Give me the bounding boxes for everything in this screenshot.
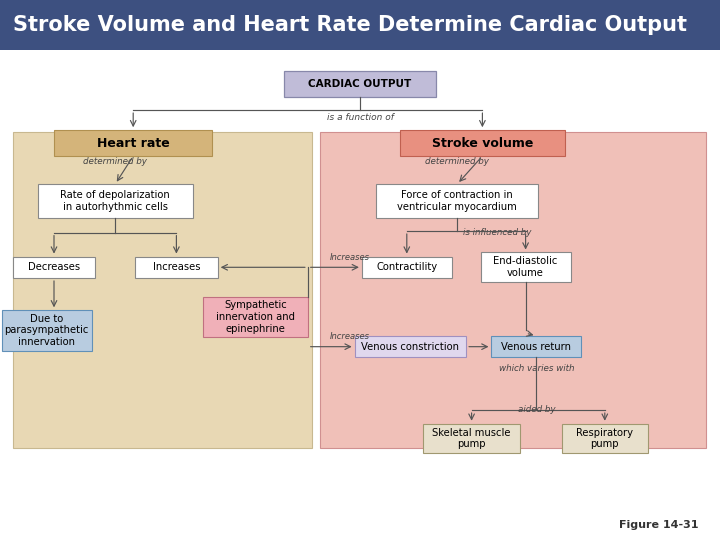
Text: Stroke Volume and Heart Rate Determine Cardiac Output: Stroke Volume and Heart Rate Determine C… bbox=[13, 15, 687, 35]
Text: CARDIAC OUTPUT: CARDIAC OUTPUT bbox=[308, 79, 412, 89]
FancyBboxPatch shape bbox=[2, 310, 92, 351]
Text: Stroke volume: Stroke volume bbox=[432, 137, 533, 150]
Text: is influenced by: is influenced by bbox=[463, 228, 531, 237]
Text: End-diastolic
volume: End-diastolic volume bbox=[493, 256, 558, 278]
Text: Venous return: Venous return bbox=[501, 342, 572, 352]
Text: Rate of depolarization
in autorhythmic cells: Rate of depolarization in autorhythmic c… bbox=[60, 190, 170, 212]
FancyBboxPatch shape bbox=[481, 252, 571, 282]
FancyBboxPatch shape bbox=[284, 71, 436, 97]
FancyBboxPatch shape bbox=[376, 184, 538, 218]
Text: Sympathetic
innervation and
epinephrine: Sympathetic innervation and epinephrine bbox=[216, 300, 295, 334]
Text: Contractility: Contractility bbox=[377, 262, 437, 272]
Text: Force of contraction in
ventricular myocardium: Force of contraction in ventricular myoc… bbox=[397, 190, 517, 212]
Text: Decreases: Decreases bbox=[28, 262, 80, 272]
FancyBboxPatch shape bbox=[423, 423, 521, 454]
FancyBboxPatch shape bbox=[13, 132, 312, 448]
Text: Increases: Increases bbox=[330, 333, 369, 341]
Text: aided by: aided by bbox=[518, 405, 555, 414]
Text: Increases: Increases bbox=[153, 262, 200, 272]
FancyBboxPatch shape bbox=[491, 336, 582, 357]
Text: Figure 14-31: Figure 14-31 bbox=[619, 520, 698, 530]
FancyBboxPatch shape bbox=[354, 336, 467, 357]
Text: Increases: Increases bbox=[330, 253, 369, 262]
FancyBboxPatch shape bbox=[400, 130, 565, 156]
FancyBboxPatch shape bbox=[54, 130, 212, 156]
Text: Respiratory
pump: Respiratory pump bbox=[576, 428, 634, 449]
FancyBboxPatch shape bbox=[203, 297, 308, 337]
Text: which varies with: which varies with bbox=[499, 364, 574, 373]
Text: determined by: determined by bbox=[84, 158, 147, 166]
Text: is a function of: is a function of bbox=[327, 113, 393, 122]
FancyBboxPatch shape bbox=[361, 256, 452, 278]
FancyBboxPatch shape bbox=[320, 132, 706, 448]
FancyBboxPatch shape bbox=[135, 256, 217, 278]
FancyBboxPatch shape bbox=[12, 256, 95, 278]
FancyBboxPatch shape bbox=[38, 184, 193, 218]
Text: Due to
parasympathetic
innervation: Due to parasympathetic innervation bbox=[4, 314, 89, 347]
FancyBboxPatch shape bbox=[562, 423, 648, 454]
Text: Venous constriction: Venous constriction bbox=[361, 342, 459, 352]
Text: Skeletal muscle
pump: Skeletal muscle pump bbox=[432, 428, 511, 449]
Text: Heart rate: Heart rate bbox=[96, 137, 170, 150]
Text: determined by: determined by bbox=[426, 158, 489, 166]
FancyBboxPatch shape bbox=[0, 0, 720, 50]
